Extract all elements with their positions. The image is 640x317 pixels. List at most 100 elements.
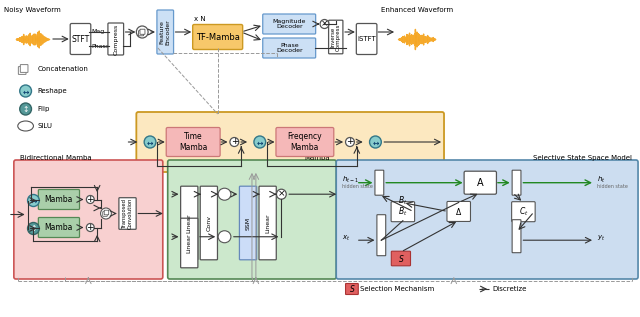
Text: Enhanced Waveform: Enhanced Waveform [381, 7, 452, 13]
FancyBboxPatch shape [168, 160, 336, 279]
Text: Magnitude
Decoder: Magnitude Decoder [273, 19, 306, 29]
Text: ×: × [321, 20, 328, 29]
Text: $y_t$: $y_t$ [597, 234, 605, 243]
FancyBboxPatch shape [464, 171, 497, 194]
FancyBboxPatch shape [38, 190, 79, 210]
Text: Freqency
Mamba: Freqency Mamba [287, 132, 322, 152]
FancyBboxPatch shape [180, 186, 198, 260]
Text: ↔: ↔ [372, 139, 379, 147]
Circle shape [28, 195, 39, 206]
Text: ↔: ↔ [30, 197, 36, 206]
FancyBboxPatch shape [336, 160, 638, 279]
Circle shape [276, 189, 286, 199]
Text: $B_t$: $B_t$ [398, 194, 408, 207]
Text: Feature
Encoder: Feature Encoder [160, 19, 171, 45]
Ellipse shape [218, 188, 231, 200]
Text: ×: × [278, 190, 285, 199]
Text: +: + [86, 223, 94, 232]
FancyBboxPatch shape [136, 112, 444, 172]
Text: Flip: Flip [37, 106, 50, 112]
Text: Inverse
Compress: Inverse Compress [330, 23, 341, 51]
Circle shape [230, 138, 239, 146]
Text: A: A [477, 178, 484, 188]
FancyBboxPatch shape [391, 202, 415, 222]
Text: ↔: ↔ [257, 139, 263, 147]
Text: Mag.: Mag. [92, 29, 106, 35]
Text: $B_t$: $B_t$ [398, 205, 408, 218]
FancyBboxPatch shape [180, 218, 198, 268]
FancyBboxPatch shape [263, 14, 316, 34]
Text: ↕: ↕ [30, 224, 36, 233]
Text: $S$: $S$ [349, 283, 355, 294]
Text: Mamba: Mamba [45, 223, 73, 232]
Text: SSM: SSM [246, 217, 250, 230]
Circle shape [86, 223, 94, 231]
FancyBboxPatch shape [512, 220, 521, 253]
FancyBboxPatch shape [138, 31, 143, 36]
Circle shape [254, 136, 266, 148]
Ellipse shape [18, 121, 33, 131]
Text: Concatenation: Concatenation [37, 66, 88, 72]
Text: Mamba: Mamba [45, 195, 73, 204]
Text: TF-Mamba: TF-Mamba [196, 33, 239, 42]
Text: $x_t$: $x_t$ [342, 234, 351, 243]
FancyBboxPatch shape [20, 65, 28, 72]
Text: Compress: Compress [113, 23, 118, 55]
Text: Selective State Space Model: Selective State Space Model [533, 155, 632, 161]
Circle shape [320, 20, 329, 29]
Text: Discretize: Discretize [492, 286, 527, 292]
Text: Linear: Linear [187, 233, 192, 253]
Circle shape [20, 103, 31, 115]
FancyBboxPatch shape [391, 251, 410, 266]
FancyBboxPatch shape [259, 186, 276, 260]
Text: SILU: SILU [37, 123, 52, 129]
FancyBboxPatch shape [239, 186, 257, 260]
Text: $h_{t-1}$: $h_{t-1}$ [342, 175, 359, 185]
FancyBboxPatch shape [200, 186, 218, 260]
Text: $C_t$: $C_t$ [518, 205, 528, 218]
FancyBboxPatch shape [104, 210, 109, 215]
FancyBboxPatch shape [356, 23, 377, 55]
Text: Reshape: Reshape [37, 88, 67, 94]
FancyBboxPatch shape [108, 23, 124, 55]
Text: ↕: ↕ [22, 105, 29, 113]
FancyBboxPatch shape [511, 202, 535, 222]
Circle shape [86, 196, 94, 204]
FancyBboxPatch shape [447, 201, 470, 222]
FancyBboxPatch shape [346, 283, 358, 294]
Circle shape [369, 136, 381, 148]
Text: $h_t$: $h_t$ [597, 175, 605, 185]
Text: +: + [346, 138, 354, 146]
Text: Noisy Waveform: Noisy Waveform [4, 7, 61, 13]
Text: ↔: ↔ [22, 87, 29, 96]
FancyBboxPatch shape [140, 29, 145, 34]
Text: Linear: Linear [187, 213, 192, 233]
Text: +: + [86, 195, 94, 204]
Circle shape [20, 85, 31, 97]
FancyBboxPatch shape [377, 215, 386, 256]
Text: Mamba: Mamba [305, 155, 330, 161]
Circle shape [144, 136, 156, 148]
Text: iSTFT: iSTFT [357, 36, 376, 42]
FancyBboxPatch shape [276, 127, 334, 157]
FancyBboxPatch shape [119, 198, 136, 229]
Text: $S$: $S$ [397, 253, 404, 264]
FancyBboxPatch shape [19, 67, 26, 74]
Text: x N: x N [194, 16, 206, 22]
Text: +: + [230, 138, 238, 146]
Circle shape [28, 223, 39, 235]
FancyBboxPatch shape [166, 127, 220, 157]
Text: Conv: Conv [206, 215, 211, 231]
Text: Bidirectional Mamba: Bidirectional Mamba [20, 155, 92, 161]
Text: ↔: ↔ [147, 139, 153, 147]
Text: Linear: Linear [265, 213, 270, 233]
FancyBboxPatch shape [263, 38, 316, 58]
FancyBboxPatch shape [375, 170, 384, 195]
Text: Time
Mamba: Time Mamba [179, 132, 207, 152]
Text: Phase
Decoder: Phase Decoder [276, 42, 303, 53]
FancyBboxPatch shape [14, 160, 163, 279]
FancyBboxPatch shape [103, 212, 108, 216]
Circle shape [346, 138, 355, 146]
FancyBboxPatch shape [193, 24, 243, 49]
Text: hidden state: hidden state [342, 184, 373, 189]
